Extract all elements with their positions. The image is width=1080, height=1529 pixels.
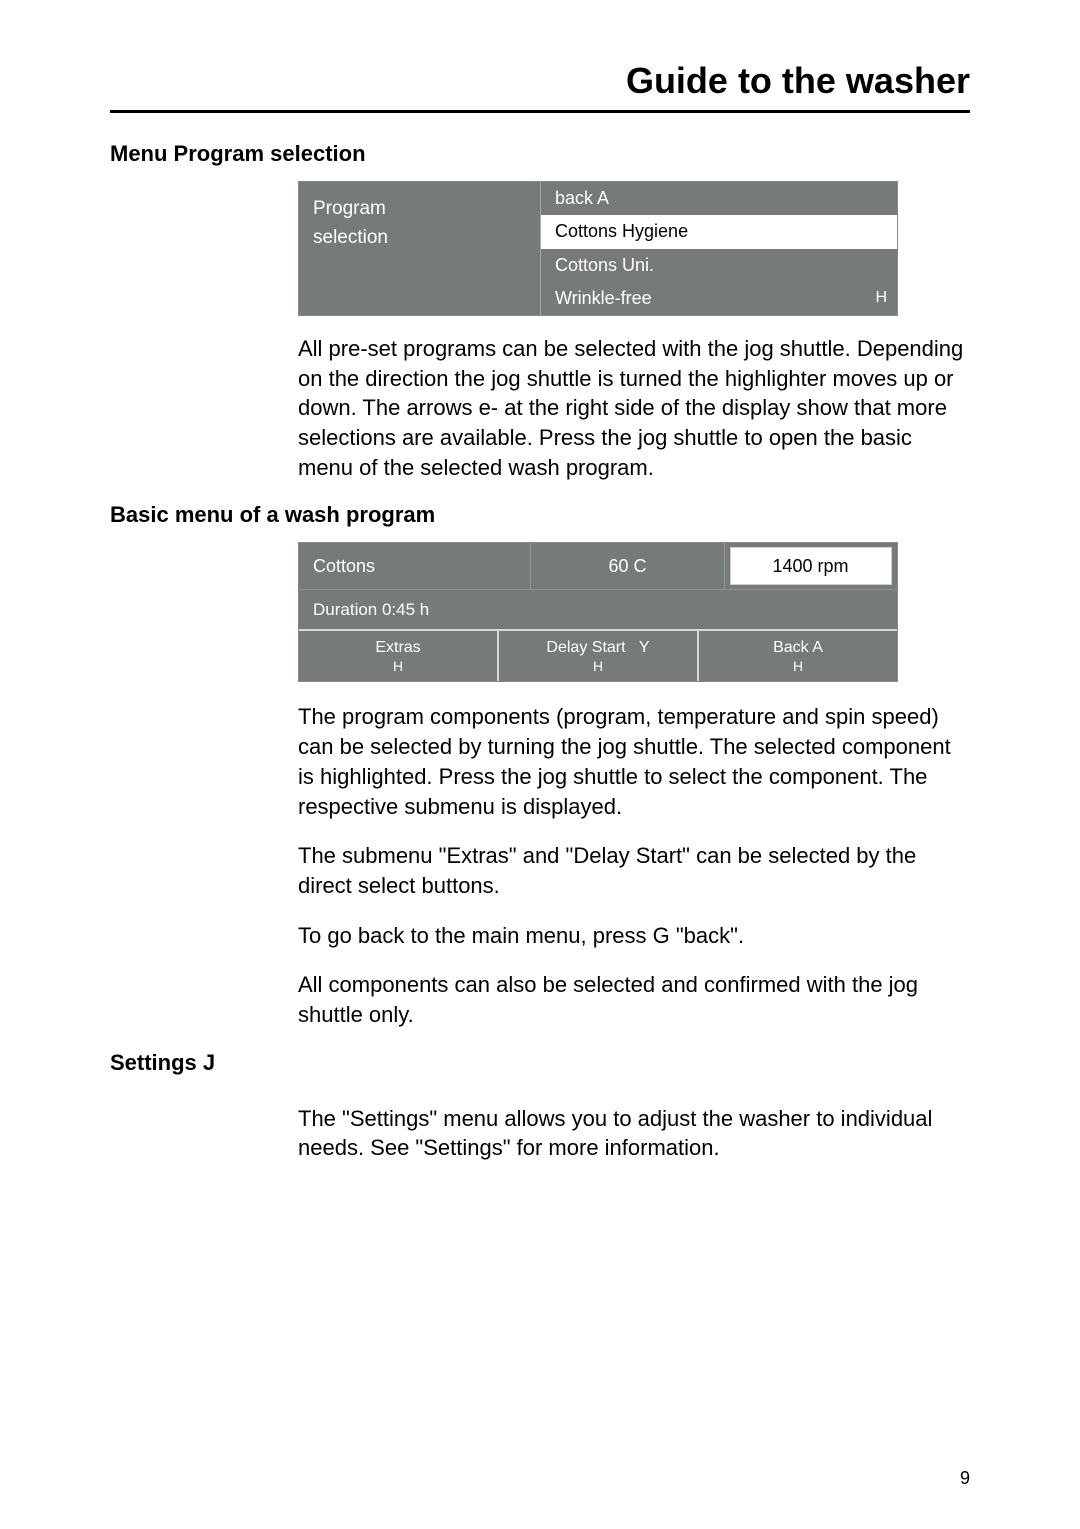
- section2-body1: The program components (program, tempera…: [298, 702, 970, 821]
- basic-program-label: Cottons: [313, 556, 375, 577]
- basic-spin-label: 1400 rpm: [772, 556, 848, 577]
- basic-spin-cell[interactable]: 1400 rpm: [730, 547, 892, 585]
- basic-bottom-extras[interactable]: Extras H: [299, 631, 499, 681]
- bb-back-line2: H: [793, 658, 803, 676]
- section1-block: Program selection back A Cottons Hygiene…: [298, 181, 970, 482]
- basic-menu-panel: Cottons 60 C 1400 rpm Duration 0:45 h Ex…: [298, 542, 898, 682]
- ps-left-line2: selection: [313, 223, 526, 252]
- section-heading-settings: Settings J: [110, 1050, 970, 1076]
- section2-body3: To go back to the main menu, press G "ba…: [298, 921, 970, 951]
- bb-delay-line2: H: [593, 658, 603, 676]
- page-container: Guide to the washer Menu Program selecti…: [0, 0, 1080, 1529]
- section2-body4: All components can also be selected and …: [298, 970, 970, 1029]
- section-heading-basic-menu: Basic menu of a wash program: [110, 502, 970, 528]
- ps-row-trail-icon: H: [875, 289, 887, 307]
- bb-delay-line1: Delay Start Y: [546, 638, 649, 658]
- basic-bottom-delay[interactable]: Delay Start Y H: [499, 631, 699, 681]
- program-selection-left: Program selection: [299, 182, 541, 315]
- bb-extras-line1: Extras: [375, 638, 420, 658]
- section-heading-program-selection: Menu Program selection: [110, 141, 970, 167]
- ps-row-label: back A: [555, 188, 609, 209]
- basic-spin-wrap: 1400 rpm: [725, 543, 897, 589]
- ps-row-cottons-hygiene[interactable]: Cottons Hygiene: [541, 215, 897, 248]
- basic-duration-row: Duration 0:45 h: [299, 589, 897, 629]
- ps-row-label: Wrinkle-free: [555, 288, 652, 309]
- basic-temp-label: 60 C: [608, 556, 646, 577]
- section2-body2: The submenu "Extras" and "Delay Start" c…: [298, 841, 970, 900]
- basic-top-row: Cottons 60 C 1400 rpm: [299, 543, 897, 589]
- page-number: 9: [960, 1468, 970, 1489]
- section2-block: Cottons 60 C 1400 rpm Duration 0:45 h Ex…: [298, 542, 970, 1029]
- basic-duration-label: Duration 0:45 h: [313, 600, 429, 620]
- page-title: Guide to the washer: [110, 60, 970, 113]
- ps-row-cottons-uni[interactable]: Cottons Uni.: [541, 249, 897, 282]
- basic-bottom-row: Extras H Delay Start Y H Back A H: [299, 629, 897, 681]
- ps-row-label: Cottons Uni.: [555, 255, 654, 276]
- ps-row-back[interactable]: back A: [541, 182, 897, 215]
- ps-row-label: Cottons Hygiene: [555, 221, 688, 242]
- basic-program-cell[interactable]: Cottons: [299, 543, 531, 589]
- ps-left-line1: Program: [313, 194, 526, 223]
- basic-temp-cell[interactable]: 60 C: [531, 543, 725, 589]
- bb-extras-line2: H: [393, 658, 403, 676]
- program-selection-right: back A Cottons Hygiene Cottons Uni. Wrin…: [541, 182, 897, 315]
- section1-body: All pre-set programs can be selected wit…: [298, 334, 970, 482]
- ps-row-wrinkle-free[interactable]: Wrinkle-free H: [541, 282, 897, 315]
- section3-body: The "Settings" menu allows you to adjust…: [298, 1104, 970, 1163]
- basic-bottom-back[interactable]: Back A H: [699, 631, 897, 681]
- bb-back-line1: Back A: [773, 638, 823, 658]
- program-selection-panel: Program selection back A Cottons Hygiene…: [298, 181, 898, 316]
- section3-block: The "Settings" menu allows you to adjust…: [298, 1104, 970, 1163]
